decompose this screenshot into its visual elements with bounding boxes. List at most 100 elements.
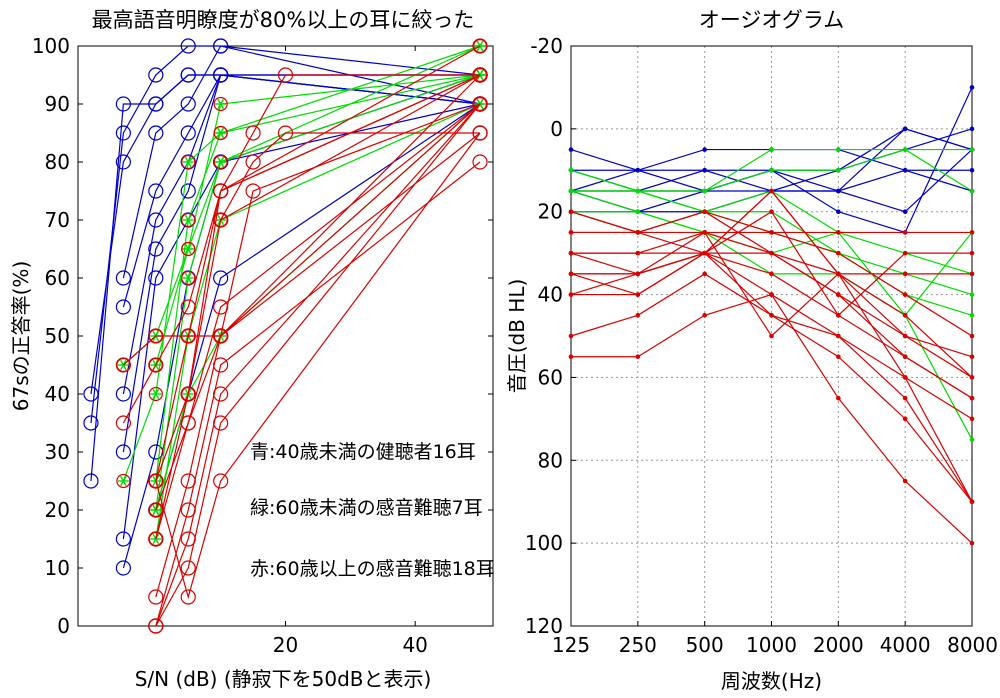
- series-line: [156, 104, 480, 539]
- dot-marker: [903, 354, 908, 359]
- dot-marker: [569, 334, 574, 339]
- x-tick-label: 4000: [880, 633, 931, 657]
- series-line: [123, 75, 480, 365]
- dot-marker: [836, 147, 841, 152]
- series-line: [123, 75, 480, 365]
- dot-marker: [903, 147, 908, 152]
- dot-marker: [702, 313, 707, 318]
- series-line: [123, 46, 480, 423]
- panel2-y-axis-label: 音圧(dB HL): [505, 279, 529, 394]
- y-tick-label: 50: [45, 324, 70, 348]
- dot-marker: [769, 189, 774, 194]
- y-tick-label: 10: [45, 556, 70, 580]
- dot-marker: [836, 168, 841, 173]
- dot-marker: [702, 209, 707, 214]
- dot-marker: [903, 251, 908, 256]
- dot-marker: [970, 396, 975, 401]
- dot-marker: [636, 272, 641, 277]
- asterisk-marker: [214, 98, 227, 111]
- asterisk-marker: [182, 243, 195, 256]
- series-line: [156, 46, 480, 365]
- dot-marker: [970, 251, 975, 256]
- series-line: [571, 212, 972, 398]
- dot-marker: [970, 85, 975, 90]
- dot-marker: [836, 272, 841, 277]
- dot-marker: [970, 499, 975, 504]
- asterisk-marker: [117, 475, 130, 488]
- dot-marker: [903, 272, 908, 277]
- x-tick-label: 125: [552, 633, 590, 657]
- dot-marker: [769, 230, 774, 235]
- annotation-blue-group: 青:40歳未満の健聴者16耳: [250, 441, 476, 463]
- dot-marker: [636, 230, 641, 235]
- dot-marker: [970, 272, 975, 277]
- dot-marker: [769, 147, 774, 152]
- speech-series: [149, 97, 487, 633]
- panel1-series: [84, 39, 487, 633]
- dot-marker: [569, 292, 574, 297]
- dot-marker: [769, 251, 774, 256]
- dot-marker: [702, 189, 707, 194]
- dot-marker: [702, 230, 707, 235]
- dot-marker: [636, 354, 641, 359]
- dot-marker: [970, 168, 975, 173]
- series-line: [156, 104, 480, 539]
- y-tick-label: 40: [538, 283, 563, 307]
- y-tick-label: 20: [538, 200, 563, 224]
- dot-marker: [569, 251, 574, 256]
- dot-marker: [970, 437, 975, 442]
- dot-marker: [769, 168, 774, 173]
- dot-marker: [903, 127, 908, 132]
- dot-marker: [836, 209, 841, 214]
- dot-marker: [836, 354, 841, 359]
- dot-marker: [702, 168, 707, 173]
- y-tick-label: 80: [538, 448, 563, 472]
- y-tick-label: 40: [45, 382, 70, 406]
- dot-marker: [569, 272, 574, 277]
- dot-marker: [636, 189, 641, 194]
- dot-marker: [970, 541, 975, 546]
- y-tick-label: 90: [45, 92, 70, 116]
- y-tick-label: 100: [525, 531, 563, 555]
- asterisk-marker: [214, 127, 227, 140]
- dot-marker: [903, 417, 908, 422]
- y-tick-label: 0: [57, 614, 70, 638]
- dot-marker: [970, 354, 975, 359]
- dot-marker: [769, 209, 774, 214]
- panel2-title: オージオグラム: [699, 8, 845, 32]
- y-tick-label: 30: [45, 440, 70, 464]
- panel2-x-axis-label: 周波数(Hz): [721, 669, 822, 693]
- dot-marker: [636, 168, 641, 173]
- dot-marker: [636, 313, 641, 318]
- y-tick-label: 100: [32, 34, 70, 58]
- dot-marker: [702, 251, 707, 256]
- dot-marker: [970, 127, 975, 132]
- speech-series: [149, 97, 487, 633]
- y-tick-label: 20: [45, 498, 70, 522]
- dot-marker: [970, 334, 975, 339]
- speech-recognition-panel: 0 10 20 30 40 50 60 70 80 90 100 20 40 最高語音明瞭度が80%以上…: [9, 8, 495, 691]
- dot-marker: [702, 147, 707, 152]
- asterisk-marker: [214, 156, 227, 169]
- x-tick-label: 500: [686, 633, 724, 657]
- dot-marker: [836, 396, 841, 401]
- asterisk-marker: [149, 388, 162, 401]
- dot-marker: [903, 479, 908, 484]
- dot-marker: [569, 209, 574, 214]
- dot-marker: [903, 396, 908, 401]
- dot-marker: [903, 375, 908, 380]
- dot-marker: [636, 251, 641, 256]
- dot-marker: [836, 292, 841, 297]
- dot-marker: [569, 168, 574, 173]
- dot-marker: [903, 230, 908, 235]
- asterisk-marker: [182, 272, 195, 285]
- y-tick-label: 60: [538, 365, 563, 389]
- dot-marker: [836, 313, 841, 318]
- dot-marker: [569, 147, 574, 152]
- panel1-title: 最高語音明瞭度が80%以上の耳に絞った: [92, 8, 475, 32]
- dot-marker: [569, 230, 574, 235]
- dot-marker: [903, 334, 908, 339]
- panel1-y-axis-label: 67sの正答率(%): [9, 261, 33, 411]
- y-tick-label: 70: [45, 208, 70, 232]
